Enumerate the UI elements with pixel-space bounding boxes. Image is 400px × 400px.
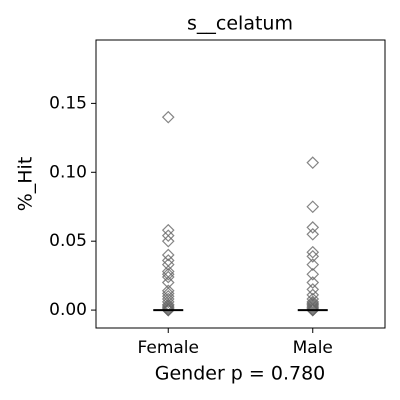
data-point [306,267,320,281]
data-point [161,229,175,243]
data-point [306,276,320,289]
y-tick-label: 0.05 [49,231,87,251]
data-point [306,296,320,310]
data-point [306,200,320,214]
data-point [161,258,175,271]
data-point [161,299,175,313]
data-point [306,303,320,317]
x-axis-label: Gender p = 0.780 [155,363,326,385]
data-point [306,156,320,169]
data-point [306,295,320,309]
data-point [306,249,320,263]
data-point [161,248,175,262]
data-point [161,110,175,124]
data-point [306,299,320,313]
x-tick-label: Male [293,338,333,358]
data-point [306,227,320,241]
data-point [306,300,320,314]
data-point [161,234,175,248]
data-point [161,270,175,284]
x-tick-label: Female [138,338,199,358]
data-point [161,295,175,309]
plot-frame [95,39,386,329]
data-point [161,267,175,281]
chart-title: s__celatum [187,13,293,35]
data-point [306,258,320,271]
y-tick-label: 0.10 [49,162,87,182]
y-tick-label: 0.15 [49,93,87,113]
data-point [306,245,320,259]
data-point [161,300,175,314]
data-point [306,302,320,316]
y-axis-label: %_Hit [15,157,37,212]
data-point [306,283,320,296]
data-point [306,221,320,234]
y-tick-label: 0.00 [49,300,87,320]
data-point [161,302,175,316]
data-point [161,303,175,317]
